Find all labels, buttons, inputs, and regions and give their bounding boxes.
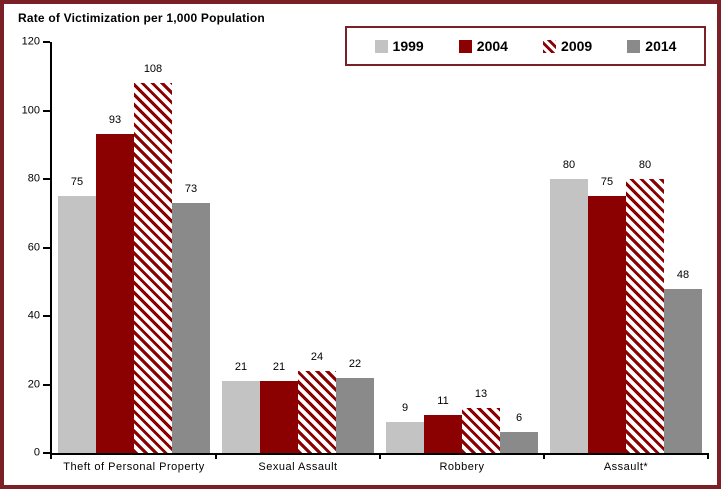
bar-2014-theft-of-personal-property bbox=[172, 202, 210, 453]
legend-label-2014: 2014 bbox=[645, 38, 677, 54]
value-label-2014-theft-of-personal-property: 73 bbox=[184, 182, 198, 195]
legend-swatch-2009 bbox=[543, 39, 557, 53]
bar-groups: 75 93 108 73 21 21 24 22 9 11 13 6 80 75 80 48 bbox=[52, 42, 708, 453]
value-label-2004-sexual-assault: 21 bbox=[272, 361, 286, 374]
bar-column-2014-theft-of-personal-property: 73 bbox=[172, 42, 210, 453]
value-label-2004-robbery: 11 bbox=[437, 395, 449, 408]
value-label-2009-assault: 80 bbox=[638, 159, 652, 172]
bar-group-robbery: 9 11 13 6 bbox=[380, 42, 544, 453]
value-label-2004-theft-of-personal-property: 93 bbox=[108, 114, 122, 127]
bar-column-2014-assault: 48 bbox=[664, 42, 702, 453]
y-tick-100 bbox=[43, 109, 50, 112]
legend-label-2009: 2009 bbox=[561, 38, 593, 54]
y-tick-120 bbox=[43, 41, 50, 43]
bar-column-1999-assault: 80 bbox=[550, 42, 588, 453]
bar-group-theft-of-personal-property: 75 93 108 73 bbox=[52, 42, 216, 453]
bar-2004-assault bbox=[588, 196, 626, 453]
value-label-2009-sexual-assault: 24 bbox=[310, 350, 324, 363]
bar-2009-robbery bbox=[462, 408, 500, 453]
legend-swatch-2014 bbox=[627, 39, 641, 53]
legend: 1999 2004 2009 2014 bbox=[345, 26, 706, 66]
y-tick-label-60: 60 bbox=[27, 241, 40, 253]
x-tick-3 bbox=[543, 453, 545, 459]
legend-item-2004: 2004 bbox=[458, 38, 508, 54]
value-label-2014-sexual-assault: 22 bbox=[348, 357, 362, 370]
y-tick-label-20: 20 bbox=[27, 378, 40, 391]
bar-group-assault: 80 75 80 48 bbox=[544, 42, 708, 453]
category-label-assault: Assault* bbox=[603, 461, 649, 473]
bar-1999-robbery bbox=[386, 422, 424, 453]
bar-column-2004-theft-of-personal-property: 93 bbox=[96, 42, 134, 453]
value-label-1999-theft-of-personal-property: 75 bbox=[70, 176, 84, 189]
bar-1999-sexual-assault bbox=[222, 381, 260, 453]
legend-swatch-1999 bbox=[374, 39, 388, 53]
bar-2014-assault bbox=[664, 288, 702, 453]
y-tick-60 bbox=[43, 246, 50, 249]
legend-item-2014: 2014 bbox=[627, 38, 676, 54]
bar-1999-assault bbox=[550, 179, 588, 453]
chart-title: Rate of Victimization per 1,000 Populati… bbox=[18, 11, 265, 25]
legend-label-2004: 2004 bbox=[476, 38, 508, 54]
bar-group-sexual-assault: 21 21 24 22 bbox=[216, 42, 380, 453]
bar-column-2009-sexual-assault: 24 bbox=[298, 42, 336, 453]
bar-2014-sexual-assault bbox=[336, 377, 374, 453]
value-label-2009-robbery: 13 bbox=[474, 388, 488, 401]
bar-2014-robbery bbox=[500, 432, 538, 453]
y-tick-label-100: 100 bbox=[21, 104, 40, 116]
legend-item-1999: 1999 bbox=[374, 38, 424, 54]
legend-swatch-2004 bbox=[458, 39, 472, 53]
y-tick-20 bbox=[43, 383, 50, 386]
y-tick-80 bbox=[43, 178, 50, 181]
x-tick-4 bbox=[707, 453, 709, 459]
value-label-1999-robbery: 9 bbox=[401, 402, 409, 415]
category-label-robbery: Robbery bbox=[439, 461, 485, 473]
y-axis-line bbox=[50, 42, 52, 455]
category-label-sexual-assault: Sexual Assault bbox=[258, 461, 338, 473]
bar-column-2004-assault: 75 bbox=[588, 42, 626, 453]
y-tick-label-80: 80 bbox=[27, 172, 40, 185]
value-label-2009-theft-of-personal-property: 108 bbox=[143, 63, 163, 76]
x-tick-2 bbox=[379, 453, 381, 459]
bar-2009-assault bbox=[626, 179, 664, 453]
bar-2004-sexual-assault bbox=[260, 381, 298, 453]
value-label-1999-sexual-assault: 21 bbox=[234, 361, 248, 374]
value-label-2014-robbery: 6 bbox=[515, 412, 523, 425]
bar-2004-theft-of-personal-property bbox=[96, 134, 134, 453]
bar-column-2009-theft-of-personal-property: 108 bbox=[134, 42, 172, 453]
bar-column-1999-theft-of-personal-property: 75 bbox=[58, 42, 96, 453]
bar-column-1999-sexual-assault: 21 bbox=[222, 42, 260, 453]
bar-column-2009-assault: 80 bbox=[626, 42, 664, 453]
category-label-theft-of-personal-property: Theft of Personal Property bbox=[63, 461, 205, 473]
y-tick-40 bbox=[43, 315, 50, 318]
bar-2009-sexual-assault bbox=[298, 370, 336, 453]
bar-column-2004-sexual-assault: 21 bbox=[260, 42, 298, 453]
y-tick-label-40: 40 bbox=[27, 309, 40, 322]
value-label-2004-assault: 75 bbox=[600, 176, 614, 189]
value-label-1999-assault: 80 bbox=[562, 159, 576, 172]
legend-label-1999: 1999 bbox=[392, 38, 424, 54]
x-tick-0 bbox=[50, 453, 52, 459]
legend-item-2009: 2009 bbox=[543, 38, 592, 54]
value-label-2014-assault: 48 bbox=[676, 268, 690, 281]
bar-column-1999-robbery: 9 bbox=[386, 42, 424, 453]
bar-1999-theft-of-personal-property bbox=[58, 196, 96, 453]
bar-column-2004-robbery: 11 bbox=[424, 42, 462, 453]
plot-area: 75 93 108 73 21 21 24 22 9 11 13 6 80 75 80 48 0 20 40 60 8… bbox=[22, 36, 709, 459]
bar-column-2009-robbery: 13 bbox=[462, 42, 500, 453]
bar-2004-robbery bbox=[424, 415, 462, 453]
bar-2009-theft-of-personal-property bbox=[134, 83, 172, 453]
x-tick-1 bbox=[215, 453, 217, 459]
category-labels: Theft of Personal Property Sexual Assault… bbox=[52, 461, 708, 473]
y-tick-label-0: 0 bbox=[33, 446, 40, 459]
bar-column-2014-robbery: 6 bbox=[500, 42, 538, 453]
y-tick-0 bbox=[43, 452, 50, 454]
y-tick-label-120: 120 bbox=[21, 35, 40, 48]
bar-column-2014-sexual-assault: 22 bbox=[336, 42, 374, 453]
